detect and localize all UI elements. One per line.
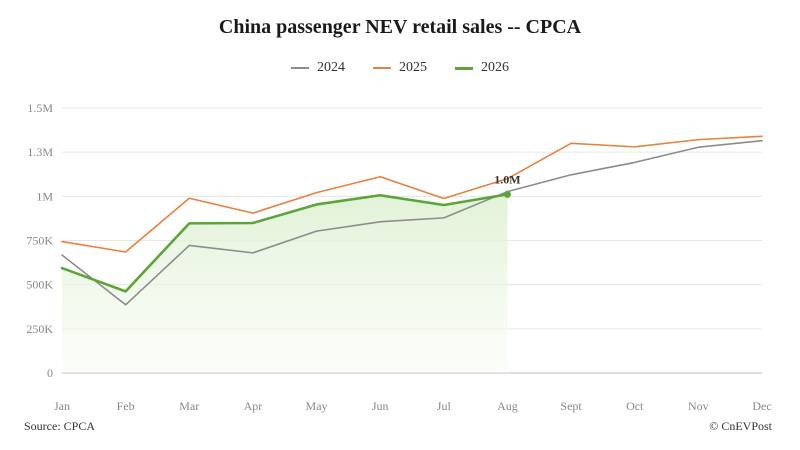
x-tick-label: Mar [179, 399, 199, 413]
legend-label-2024: 2024 [317, 60, 345, 75]
series-2026-line [60, 193, 509, 293]
y-tick-label: 250K [26, 322, 53, 336]
legend-swatch-2025 [373, 67, 391, 69]
data-label-2026-aug: 1.0M [494, 172, 520, 186]
legend-label-2026: 2026 [481, 60, 509, 75]
x-tick-label: Nov [688, 399, 709, 413]
legend-swatch-2026 [455, 66, 473, 70]
credit-note: © CnEVPost [709, 419, 772, 433]
x-tick-label: Aug [497, 399, 518, 413]
x-tick-label: Jul [437, 399, 452, 413]
series-2026-last-point [503, 190, 511, 198]
y-tick-label: 500K [26, 278, 53, 292]
source-note: Source: CPCA [24, 419, 96, 433]
x-tick-label: Feb [117, 399, 135, 413]
legend-swatch-2024 [291, 67, 309, 69]
series-2026-area [62, 194, 508, 373]
x-tick-label: Jun [372, 399, 389, 413]
x-tick-label: Oct [626, 399, 644, 413]
x-tick-label: Apr [244, 399, 263, 413]
x-tick-label: Sept [560, 399, 582, 413]
y-tick-label: 1M [36, 189, 53, 203]
y-tick-label: 0 [47, 366, 53, 380]
legend: 2024 2025 2026 [0, 60, 800, 76]
legend-label-2025: 2025 [399, 60, 427, 75]
chart-title: China passenger NEV retail sales -- CPCA [218, 16, 582, 38]
legend-item-2025[interactable]: 2025 [373, 60, 427, 76]
x-tick-label: Jan [54, 399, 70, 413]
y-tick-label: 1.3M [27, 145, 53, 159]
legend-item-2024[interactable]: 2024 [291, 60, 345, 76]
series-2025-line [61, 135, 763, 253]
x-tick-label: Dec [752, 399, 771, 413]
y-tick-label: 1.5M [27, 101, 53, 115]
series-2024-line [61, 139, 763, 306]
x-tick-label: May [306, 399, 328, 413]
y-tick-label: 750K [26, 234, 53, 248]
legend-item-2026[interactable]: 2026 [455, 60, 509, 76]
